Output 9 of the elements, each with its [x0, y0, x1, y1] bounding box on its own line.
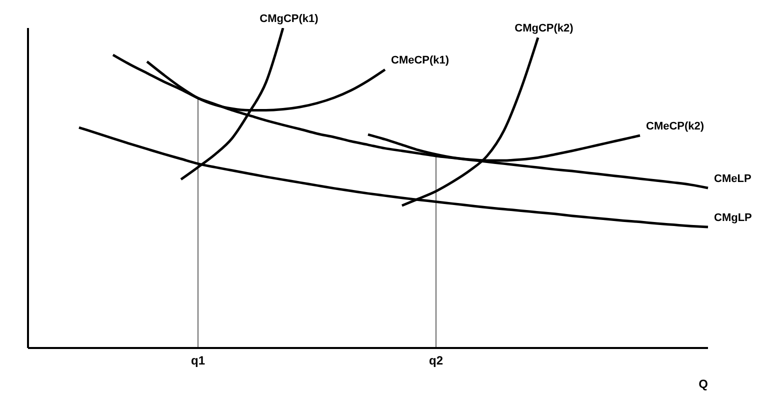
series-label: CMgCP(k1) [260, 13, 319, 25]
series-label: CMgLP [714, 212, 752, 224]
series-label: CMgCP(k2) [514, 22, 574, 35]
x-tick-label: q1 [190, 354, 206, 368]
x-axis-title: Q [698, 377, 708, 391]
series-label: CMeLP [714, 173, 752, 185]
series-label: CMeCP(k2) [646, 120, 704, 133]
x-tick-label: q2 [428, 354, 444, 368]
series-label: CMeCP(k1) [391, 54, 450, 67]
